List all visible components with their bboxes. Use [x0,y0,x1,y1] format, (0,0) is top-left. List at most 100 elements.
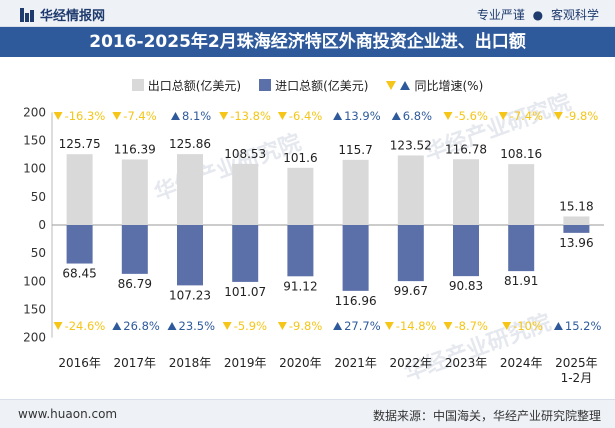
export-value-label: 115.7 [338,143,372,157]
export-growth-label: 6.8% [403,109,432,123]
brand[interactable]: 华经情报网 [20,5,105,24]
triangle-down-icon [277,322,287,330]
import-growth-label: -8.7% [455,319,488,333]
import-bar [232,225,259,282]
triangle-up-icon [553,322,563,330]
import-bar [66,225,93,264]
export-growth-label: -13.8% [230,109,271,123]
footer: www.huaon.com 数据来源：中国海关，华经产业研究院整理 [0,399,615,428]
export-bar [508,164,535,225]
export-bar [232,163,259,225]
triangle-up-icon [333,112,343,120]
chart-title: 2016-2025年2月珠海经济特区外商投资企业进、出口额 [0,27,615,57]
import-growth-label: 26.8% [123,319,160,333]
export-value-label: 108.53 [224,147,266,161]
export-bar [177,154,203,225]
legend-growth: 同比增速(%) [386,76,483,94]
x-tick-label: 2017年 [114,356,157,370]
import-value-label: 99.67 [394,284,428,298]
export-growth-label: -6.4% [289,109,322,123]
tag-professional: 专业严谨 [476,8,525,22]
x-tick-label: 2018年 [169,356,212,370]
export-bar [563,216,590,225]
import-value-label: 86.79 [118,277,152,291]
triangle-down-icon [53,322,63,330]
footer-site[interactable]: www.huaon.com [18,407,118,421]
triangle-up-icon [333,322,343,330]
export-value-label: 101.6 [283,151,317,165]
export-value-label: 125.86 [169,137,211,151]
import-bar [563,225,590,233]
export-growth-label: -16.3% [65,109,106,123]
x-tick-label: 2021年 [334,356,377,370]
export-bar [121,159,148,225]
triangle-down-icon [222,322,232,330]
triangle-up-icon [391,112,401,120]
triangle-down-icon [386,80,397,90]
export-value-label: 123.52 [390,138,432,152]
import-growth-label: 15.2% [565,319,602,333]
triangle-down-icon [112,112,122,120]
export-value-label: 116.39 [114,142,156,156]
import-value-label: 107.23 [169,288,211,302]
export-growth-label: 13.9% [344,109,381,123]
import-bar [177,225,203,286]
import-value-label: 116.96 [335,294,377,308]
triangle-down-icon [277,112,287,120]
import-value-label: 13.96 [559,236,593,250]
export-growth-label: -5.6% [455,109,488,123]
import-growth-label: -10% [513,319,543,333]
triangle-down-icon [219,112,229,120]
import-growth-label: -5.9% [234,319,267,333]
export-value-label: 108.16 [500,147,542,161]
export-growth-label: -9.8% [565,109,598,123]
import-swatch-icon [259,79,272,91]
import-bar [453,225,479,277]
footer-source: 数据来源：中国海关，华经产业研究院整理 [372,409,601,423]
tag-objective: 客观科学 [550,8,599,22]
export-bar [342,159,369,225]
import-bar [121,225,148,274]
x-tick-label: 2020年 [279,356,322,370]
import-value-label: 81.91 [504,274,538,288]
x-tick-label: 2022年 [390,356,433,370]
x-tick-label: 1-2月 [561,371,593,385]
export-bar [453,159,479,225]
triangle-up-icon [400,80,411,90]
import-growth-label: -14.8% [396,319,437,333]
triangle-down-icon [502,322,512,330]
export-growth-label: -7.4% [510,109,543,123]
y-tick-label: 200 [23,331,46,345]
import-value-label: 91.12 [283,279,317,293]
brand-name: 华经情报网 [40,9,106,24]
y-tick-label: 100 [23,274,46,288]
legend-import: 进口总额(亿美元) [259,76,368,94]
export-value-label: 116.78 [445,142,487,156]
legend-export-label: 出口总额(亿美元) [147,78,242,93]
triangle-up-icon [167,322,177,330]
export-bar [397,155,424,225]
x-tick-label: 2023年 [445,356,488,370]
import-growth-label: -24.6% [65,319,106,333]
chart-legend: 出口总额(亿美元) 进口总额(亿美元) 同比增速(%) [0,76,615,94]
export-swatch-icon [131,79,144,91]
top-bar: 华经情报网 专业严谨 ● 客观科学 [0,0,615,27]
import-value-label: 101.07 [224,285,266,299]
bullet-icon: ● [532,8,544,22]
y-tick-label: 50 [31,246,46,260]
y-tick-label: 150 [23,302,46,316]
x-tick-label: 2019年 [224,356,267,370]
export-value-label: 15.18 [559,199,593,213]
import-value-label: 68.45 [62,267,96,281]
export-bar [287,167,314,225]
chart-plot: 200 150 100 50 0 50 100 150 200 125.75 68.45 -16.3%… [23,105,604,385]
x-tick-label: 2016年 [58,356,101,370]
brand-logo-icon [20,7,34,22]
y-tick-label: 150 [23,134,46,148]
y-tick-label: 50 [31,190,46,204]
triangle-down-icon [53,112,63,120]
legend-growth-label: 同比增速(%) [414,78,484,93]
x-tick-label: 2024年 [500,356,543,370]
y-tick-label: 0 [38,218,46,232]
triangle-up-icon [112,322,122,330]
